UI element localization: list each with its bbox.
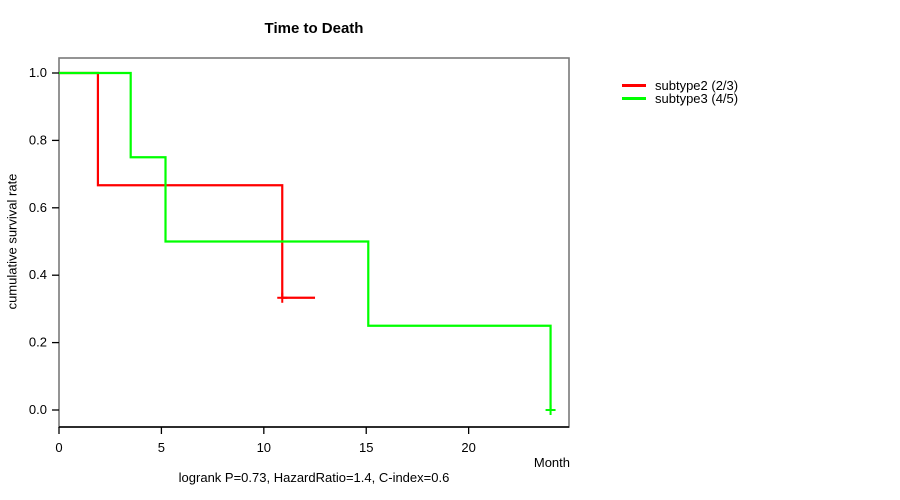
legend-label: subtype3 (4/5) [655,91,739,106]
y-tick-label: 0.2 [29,335,47,350]
chart-title: Time to Death [264,20,364,37]
legend-line-swatch [622,97,646,100]
y-tick-label: 0.6 [29,200,47,215]
y-tick-label: 0.4 [29,267,47,282]
x-tick-label: 20 [461,440,475,455]
x-tick-label: 0 [55,440,62,455]
legend-item: subtype2 (2/3) [622,79,738,92]
legend-item: subtype3 (4/5) [622,92,738,105]
legend-line-swatch [622,84,646,87]
y-tick-label: 0.8 [29,132,47,147]
survival-curve-subtype3 [59,71,552,410]
stats-footnote: logrank P=0.73, HazardRatio=1.4, C-index… [178,470,450,485]
y-tick-label: 1.0 [29,65,47,80]
x-axis-label: Month [533,455,570,470]
x-tick-label: 15 [359,440,373,455]
legend: subtype2 (2/3) subtype3 (4/5) [622,79,738,105]
x-tick-label: 5 [158,440,165,455]
legend-label: subtype2 (2/3) [655,78,739,93]
x-tick-label: 10 [257,440,271,455]
survival-curve-subtype2 [59,71,316,299]
y-tick-label: 0.0 [29,402,47,417]
